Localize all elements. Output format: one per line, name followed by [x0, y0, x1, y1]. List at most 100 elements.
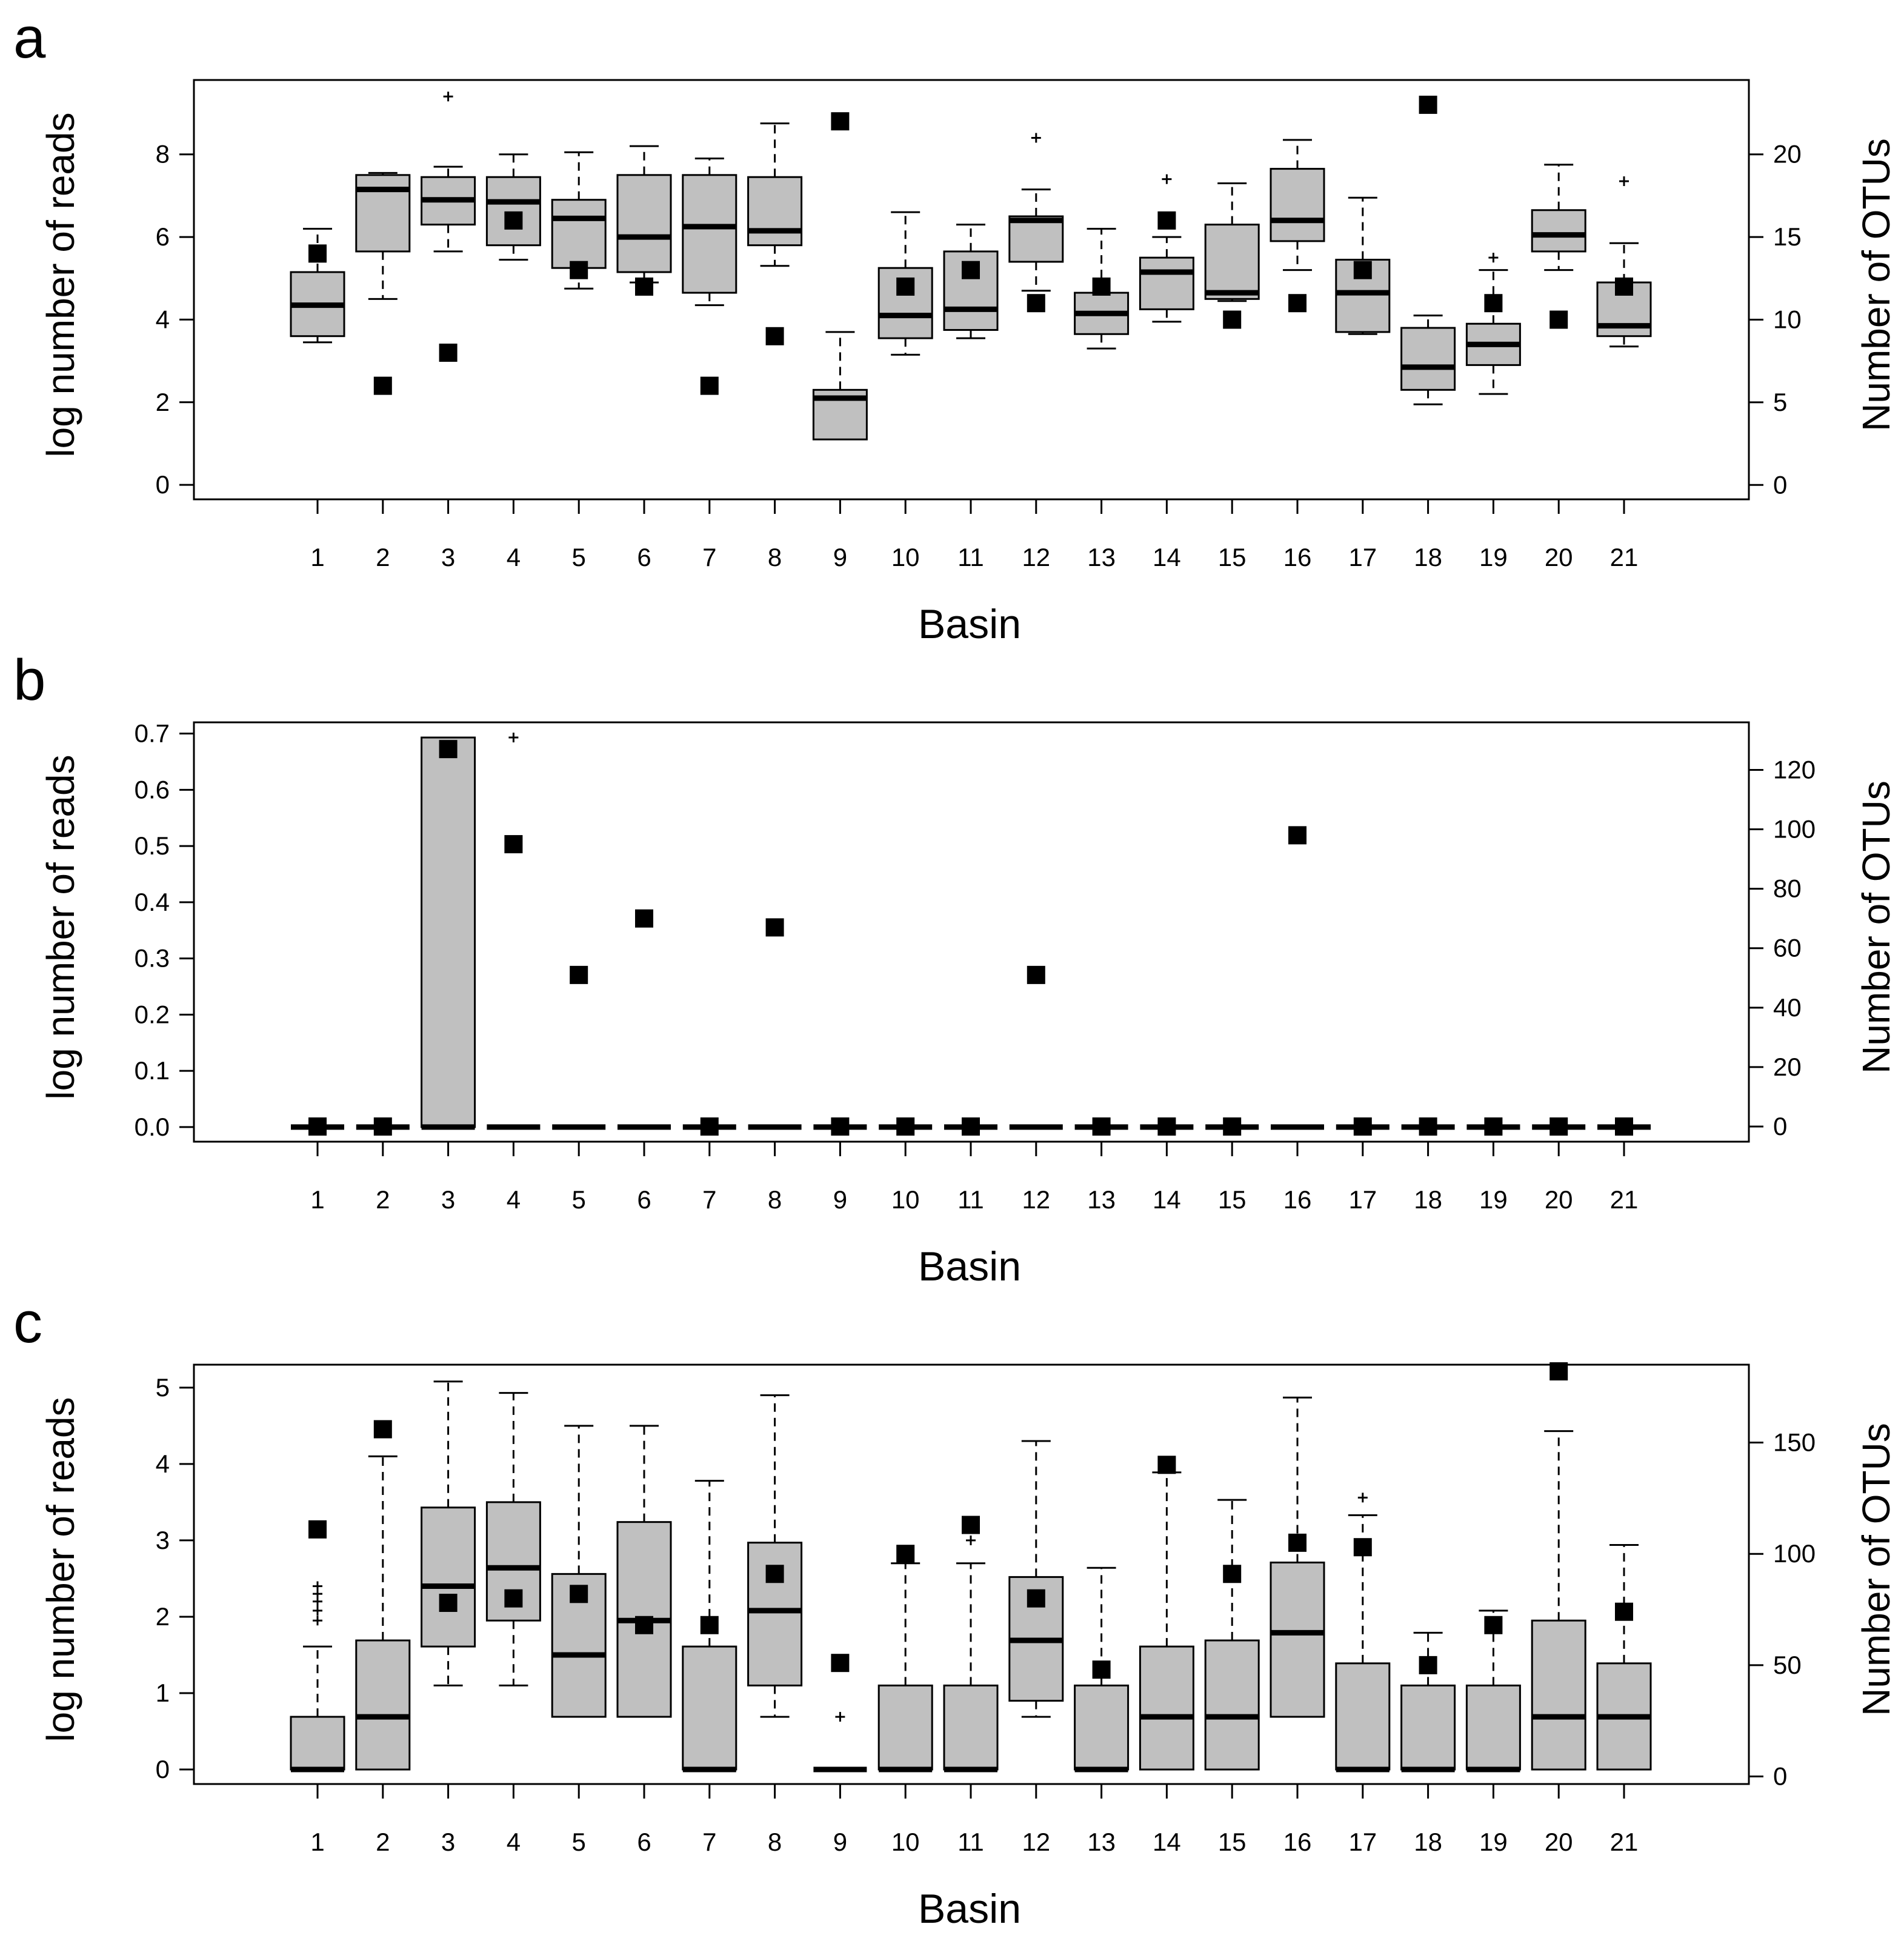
panel-a-otu-marker-basin-8 — [765, 327, 784, 345]
panel-a-otu-marker-basin-16 — [1288, 294, 1307, 313]
panel-c-otu-marker-basin-18 — [1419, 1656, 1437, 1674]
panel-c-otu-marker-basin-16 — [1288, 1533, 1307, 1552]
panel-c-x-tick-label: 15 — [1218, 1828, 1247, 1856]
panel-a-otu-marker-basin-15 — [1223, 310, 1242, 329]
panel-c-otu-marker-basin-10 — [896, 1545, 915, 1563]
panel-c-otu-marker-basin-13 — [1092, 1660, 1111, 1679]
panel-b-y-right-tick-label: 20 — [1773, 1053, 1802, 1081]
panel-a-otu-marker-basin-12 — [1027, 294, 1045, 313]
panel-c-otu-marker-basin-5 — [570, 1585, 588, 1603]
panel-b-x-tick-label: 13 — [1087, 1185, 1116, 1214]
iqr-box — [616, 174, 672, 273]
panel-b-x-tick-label: 18 — [1414, 1185, 1442, 1214]
iqr-box — [355, 174, 411, 253]
panel-a-box-basin-14 — [1139, 174, 1194, 323]
panel-a-x-tick-label: 12 — [1022, 543, 1050, 571]
panel-b-otu-marker-basin-7 — [700, 1117, 719, 1136]
iqr-box — [485, 176, 541, 247]
panel-a-x-tick-label: 13 — [1087, 543, 1116, 571]
panel-c-x-tick-label: 14 — [1153, 1828, 1181, 1856]
panel-c-box-basin-18 — [1400, 1631, 1456, 1773]
outlier-mark — [313, 1605, 322, 1616]
panel-b-x-tick-label: 14 — [1153, 1185, 1181, 1214]
panel-c-y-left-tick-label: 3 — [156, 1526, 170, 1554]
panel-b-otu-marker-basin-15 — [1223, 1117, 1242, 1136]
panel-a-box-basin-2 — [355, 171, 411, 300]
panel-c-x-tick-label: 19 — [1479, 1828, 1508, 1856]
panel-c-box-basin-12 — [1008, 1440, 1064, 1718]
panel-c-x-tick-label: 11 — [957, 1828, 984, 1856]
panel-a-box-basin-9 — [812, 331, 868, 441]
panel-c-x-tick-label: 1 — [310, 1828, 324, 1856]
panel-a-y-left-tick-label: 0 — [156, 470, 170, 499]
panel-b-y-right-tick-label: 120 — [1773, 755, 1816, 784]
panel-a-label: a — [13, 5, 46, 70]
iqr-box — [943, 1684, 999, 1771]
panel-b-otu-marker-basin-21 — [1615, 1117, 1633, 1136]
panel-c-otu-marker-basin-11 — [962, 1516, 980, 1534]
iqr-box — [1139, 1645, 1194, 1771]
panel-a-otu-marker-basin-3 — [439, 344, 458, 362]
panel-b-x-label: Basin — [918, 1243, 1021, 1290]
panel-a-otu-marker-basin-4 — [504, 211, 523, 230]
panel-a-otu-marker-basin-19 — [1484, 294, 1503, 313]
panel-c-box-basin-8 — [747, 1394, 803, 1718]
panel-b-y-left-tick-label: 0.6 — [135, 775, 170, 804]
panel-c-box-basin-20 — [1531, 1430, 1586, 1771]
panel-a-x-tick-label: 3 — [441, 543, 455, 571]
iqr-box — [1335, 1662, 1391, 1771]
panel-b-y-right-tick-label: 80 — [1773, 874, 1802, 903]
panel-b-otu-marker-basin-3 — [439, 740, 458, 759]
iqr-box — [421, 736, 476, 1128]
panel-c-label: c — [13, 1290, 42, 1355]
outlier-mark — [1619, 176, 1629, 187]
panel-c-box-basin-17 — [1335, 1493, 1391, 1773]
panel-a-y-left-label: log number of reads — [39, 112, 82, 457]
panel-c-box-basin-14 — [1139, 1471, 1194, 1771]
panel-a-otu-marker-basin-14 — [1157, 211, 1176, 230]
outlier-mark — [1162, 174, 1172, 184]
panel-c-box-basin-6 — [616, 1425, 672, 1718]
panel-b-x-tick-label: 2 — [376, 1185, 390, 1214]
panel-b-x-tick-label: 20 — [1545, 1185, 1573, 1214]
panel-c-box-basin-3 — [421, 1380, 476, 1686]
panel-a-x-tick-label: 18 — [1414, 543, 1442, 571]
panel-c-y-left-tick-label: 4 — [156, 1450, 170, 1478]
panel-c-y-right-tick-label: 150 — [1773, 1428, 1816, 1457]
panel-c-y-right-tick-label: 0 — [1773, 1762, 1787, 1791]
panel-b-y-left-label: log number of reads — [39, 754, 82, 1099]
panel-a-y-right-tick-label: 5 — [1773, 388, 1787, 416]
panel-c-otu-marker-basin-15 — [1223, 1565, 1242, 1583]
panel-a-box-basin-18 — [1400, 315, 1456, 405]
panel-b-x-tick-label: 5 — [572, 1185, 586, 1214]
iqr-box — [1074, 1684, 1130, 1771]
panel-b-y-right-tick-label: 60 — [1773, 934, 1802, 962]
panel-c-otu-marker-basin-12 — [1027, 1589, 1045, 1608]
panel-b-x-tick-label: 17 — [1348, 1185, 1377, 1214]
panel-b-otu-marker-basin-10 — [896, 1117, 915, 1136]
panel-a-box-basin-16 — [1270, 139, 1325, 271]
panel-a-x-tick-label: 5 — [572, 543, 586, 571]
panel-a-otu-marker-basin-21 — [1615, 277, 1633, 296]
panel-a-y-right-tick-label: 15 — [1773, 222, 1802, 251]
panel-a-y-right-label: Number of OTUs — [1854, 138, 1898, 431]
panel-b-otu-marker-basin-1 — [308, 1117, 327, 1136]
panel-b-y-left-tick-label: 0.1 — [135, 1056, 170, 1085]
panel-a-x-tick-label: 8 — [768, 543, 782, 571]
panel-a-x-tick-label: 21 — [1610, 543, 1639, 571]
panel-c-x-tick-label: 18 — [1414, 1828, 1442, 1856]
panel-c-x-tick-label: 16 — [1283, 1828, 1312, 1856]
panel-c-y-left-tick-label: 5 — [156, 1373, 170, 1402]
iqr-box — [877, 1684, 933, 1771]
panel-a-box-basin-11 — [943, 224, 999, 339]
iqr-box — [1400, 1684, 1456, 1771]
panel-c-box-basin-4 — [485, 1392, 541, 1686]
panel-c-otu-marker-basin-1 — [308, 1520, 327, 1539]
panel-b-y-right-label: Number of OTUs — [1854, 781, 1898, 1074]
outlier-mark — [1031, 133, 1041, 143]
panel-c-box-basin-2 — [355, 1455, 411, 1771]
panel-c-x-tick-label: 10 — [891, 1828, 920, 1856]
panel-a-x-tick-label: 16 — [1283, 543, 1312, 571]
panel-b-x-tick-label: 16 — [1283, 1185, 1312, 1214]
